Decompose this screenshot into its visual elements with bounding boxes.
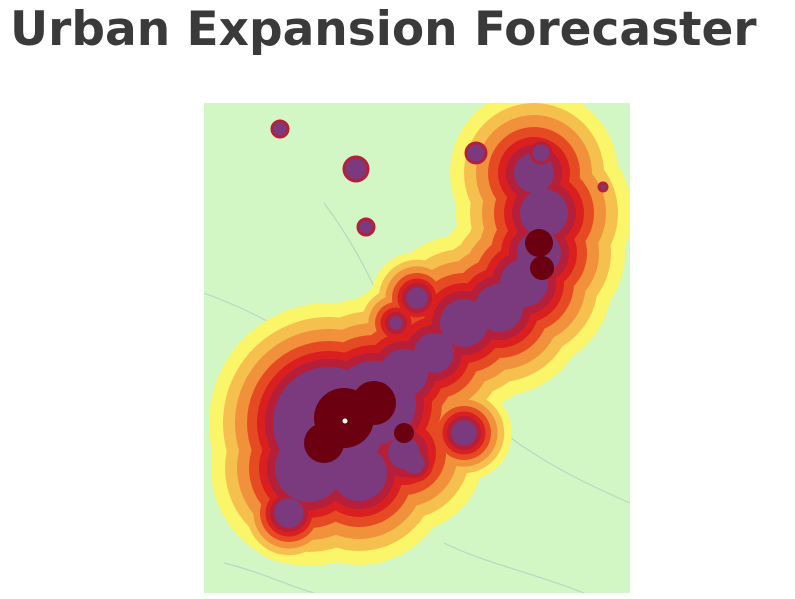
isolated-patches	[270, 119, 609, 237]
center-marker	[342, 418, 348, 424]
urban-growth-layers	[209, 103, 630, 566]
page-title: Urban Expansion Forecaster	[10, 2, 757, 57]
forecast-map	[204, 103, 630, 593]
map-canvas	[204, 103, 630, 593]
satellite-ring-6	[274, 287, 477, 528]
urban-core	[304, 229, 554, 463]
